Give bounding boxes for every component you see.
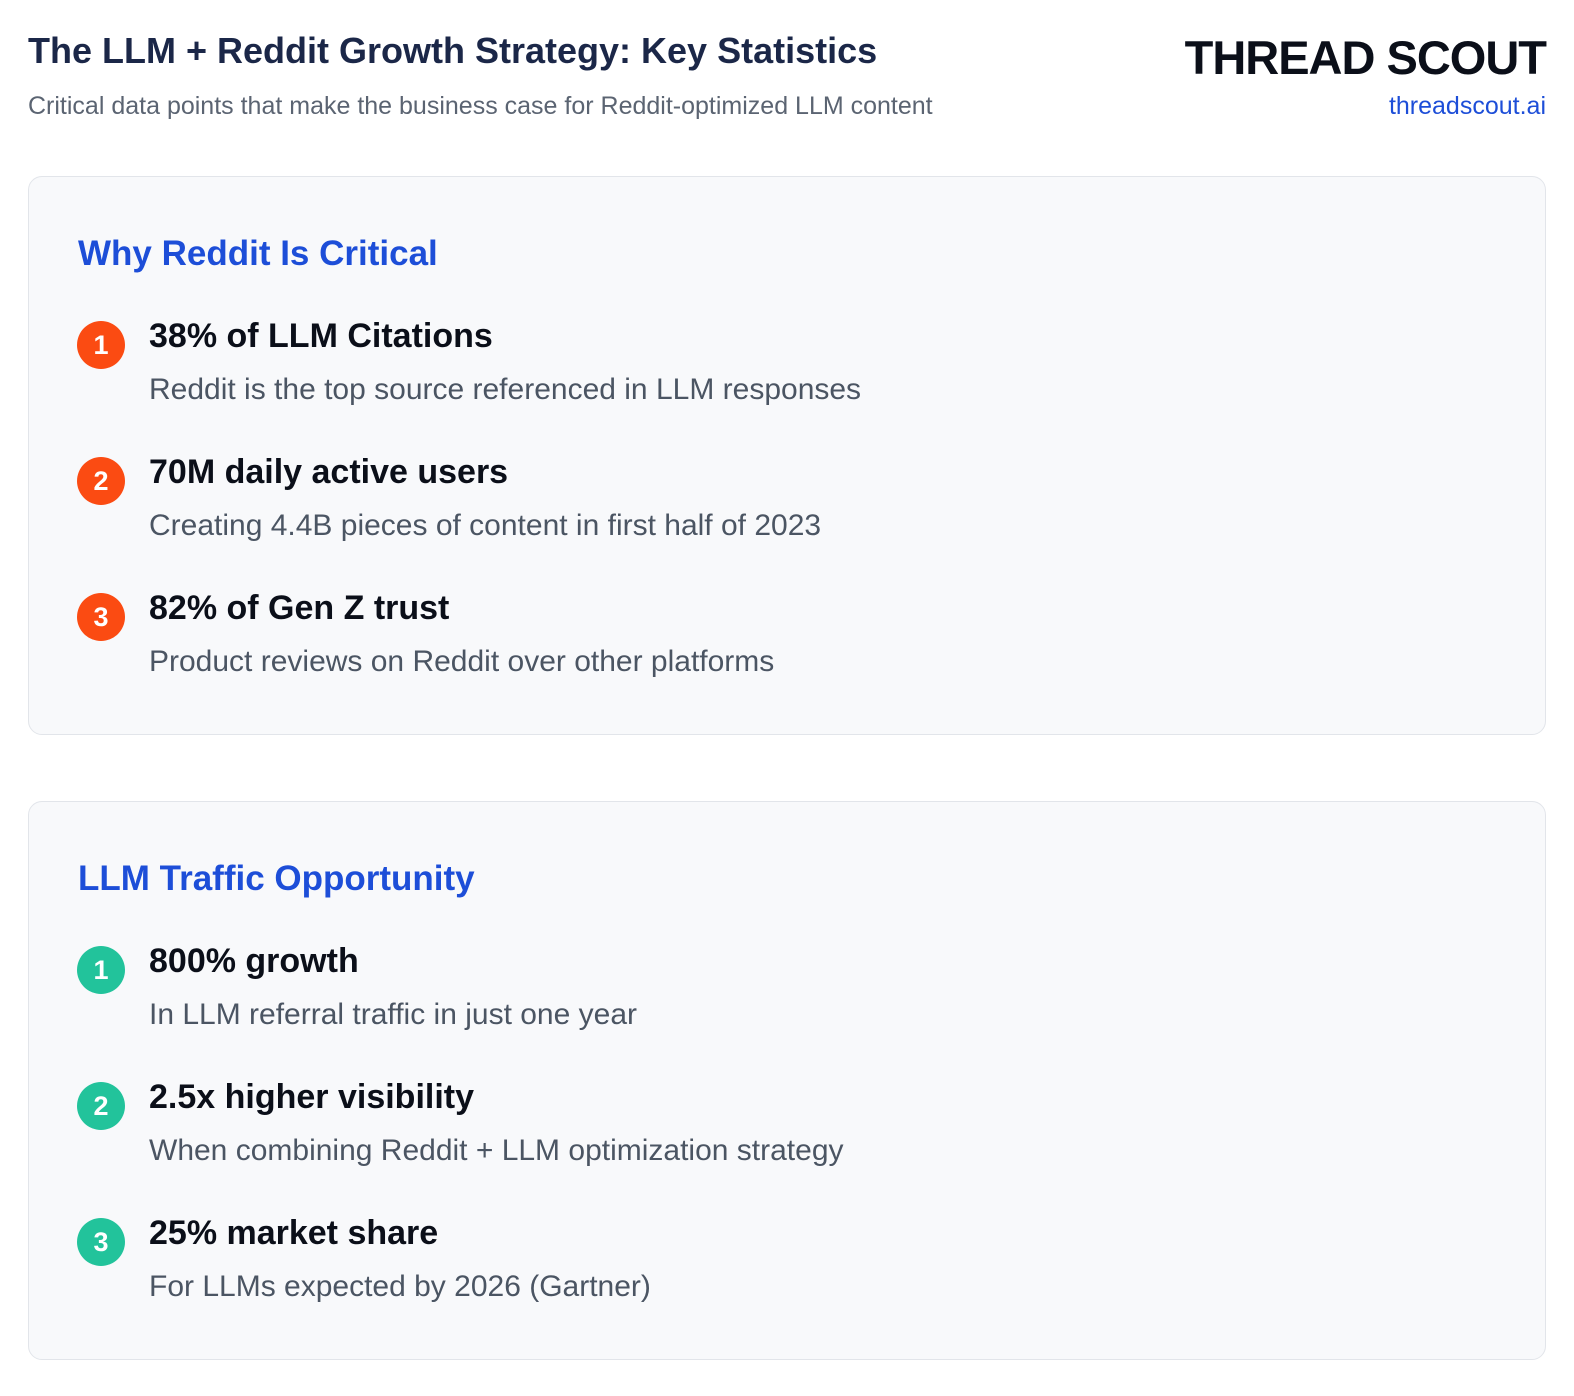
stat-description: In LLM referral traffic in just one year [149, 998, 637, 1031]
number-badge: 2 [77, 1082, 125, 1130]
stat-heading: 2.5x higher visibility [149, 1078, 475, 1116]
stat-description: For LLMs expected by 2026 (Gartner) [149, 1270, 651, 1303]
section-card: LLM Traffic Opportunity 1 800% growth In LL… [28, 801, 1546, 1360]
number-badge: 1 [77, 946, 125, 994]
page-title: The LLM + Reddit Growth Strategy: Key St… [28, 30, 878, 71]
stat-heading: 38% of LLM Citations [149, 317, 493, 355]
section-title: Why Reddit Is Critical [78, 234, 438, 273]
stat-heading: 25% market share [149, 1214, 439, 1252]
stat-description: Product reviews on Reddit over other pla… [149, 645, 775, 678]
page-subtitle: Critical data points that make the busin… [28, 92, 933, 120]
number-badge: 2 [77, 457, 125, 505]
section-card: Why Reddit Is Critical 1 38% of LLM Citati… [28, 176, 1546, 735]
stat-description: When combining Reddit + LLM optimization… [149, 1134, 844, 1167]
stat-description: Creating 4.4B pieces of content in first… [149, 509, 822, 542]
brand-logo: THREAD SCOUT [1184, 31, 1547, 84]
stat-heading: 800% growth [149, 942, 359, 980]
number-badge: 3 [77, 593, 125, 641]
stat-heading: 82% of Gen Z trust [149, 589, 450, 627]
section-title: LLM Traffic Opportunity [78, 859, 475, 898]
stat-description: Reddit is the top source referenced in L… [149, 373, 862, 406]
number-badge: 3 [77, 1218, 125, 1266]
number-badge: 1 [77, 321, 125, 369]
stat-heading: 70M daily active users [149, 453, 509, 491]
brand-url[interactable]: threadscout.ai [1388, 92, 1546, 120]
